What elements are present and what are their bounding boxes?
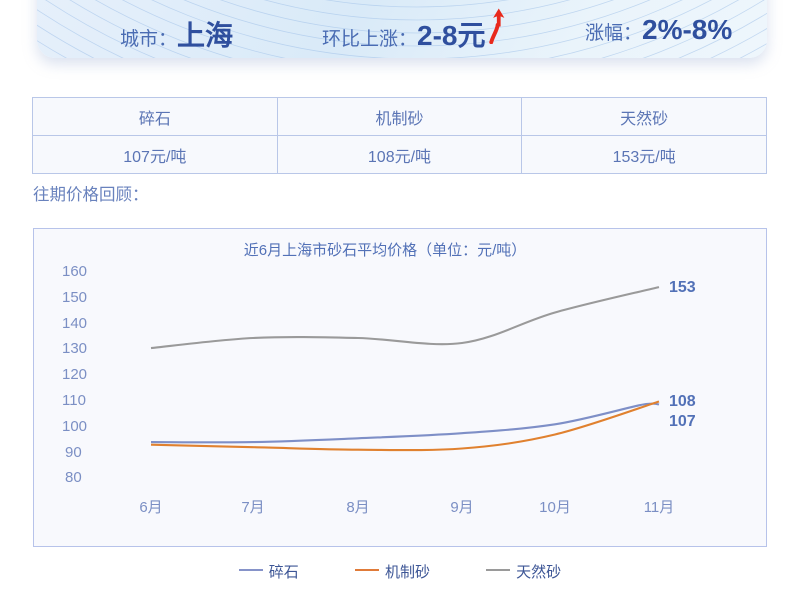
svg-text:9月: 9月	[450, 499, 473, 516]
svg-text:110: 110	[62, 392, 86, 409]
svg-text:120: 120	[62, 366, 87, 383]
svg-text:107: 107	[669, 413, 696, 430]
svg-text:153: 153	[669, 279, 696, 296]
svg-text:140: 140	[62, 315, 87, 332]
svg-text:6月: 6月	[139, 499, 162, 516]
svg-text:130: 130	[62, 340, 87, 357]
svg-text:8月: 8月	[346, 499, 369, 516]
svg-text:160: 160	[62, 263, 87, 280]
svg-text:90: 90	[65, 444, 82, 461]
svg-text:80: 80	[65, 469, 82, 486]
svg-text:10月: 10月	[539, 499, 571, 516]
svg-text:7月: 7月	[241, 499, 264, 516]
svg-text:100: 100	[62, 418, 87, 435]
svg-text:11月: 11月	[644, 499, 675, 516]
svg-text:108: 108	[669, 393, 696, 410]
svg-text:150: 150	[62, 289, 87, 306]
